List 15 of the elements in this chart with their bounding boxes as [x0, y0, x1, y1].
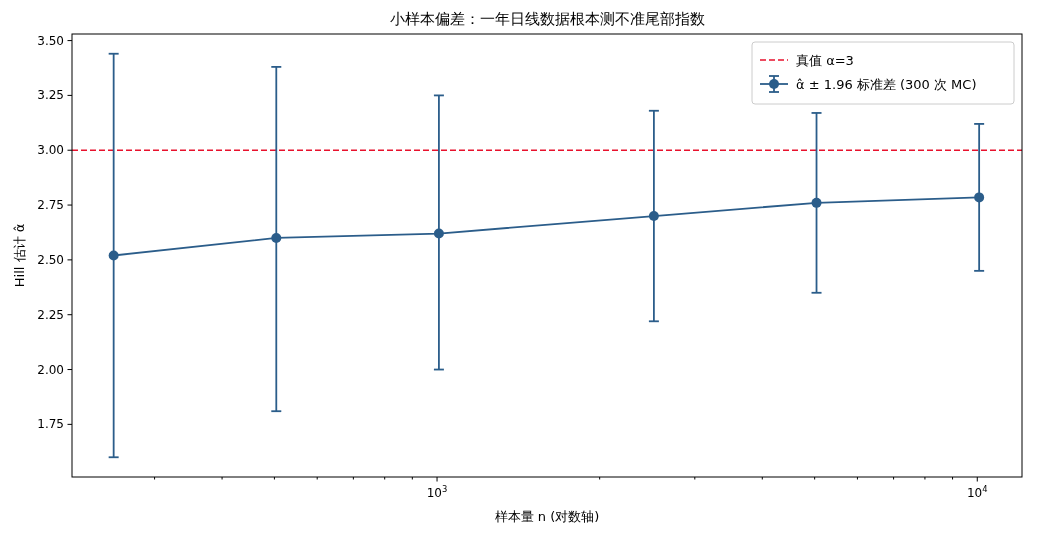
legend-label: 真值 α=3	[796, 52, 854, 68]
y-tick-label: 1.75	[37, 417, 64, 432]
x-tick-label: 10$^{3}$	[426, 484, 448, 500]
legend-label: α̂ ± 1.96 标准差 (300 次 MC)	[796, 76, 977, 92]
x-axis-title: 样本量 n (对数轴)	[494, 509, 600, 524]
y-tick-label: 3.50	[37, 33, 64, 48]
y-tick-label: 2.00	[37, 362, 64, 377]
y-tick-label: 2.25	[37, 307, 64, 322]
chart-title: 小样本偏差：一年日线数据根本测不准尾部指数	[389, 10, 705, 28]
y-tick-label: 3.00	[37, 143, 64, 158]
y-tick-label: 2.50	[37, 252, 64, 267]
y-axis-title: Hill 估计 α̂	[12, 223, 27, 288]
y-tick-label: 2.75	[37, 198, 64, 213]
y-tick-label: 3.25	[37, 88, 64, 103]
x-tick-label: 10$^{4}$	[966, 484, 988, 500]
